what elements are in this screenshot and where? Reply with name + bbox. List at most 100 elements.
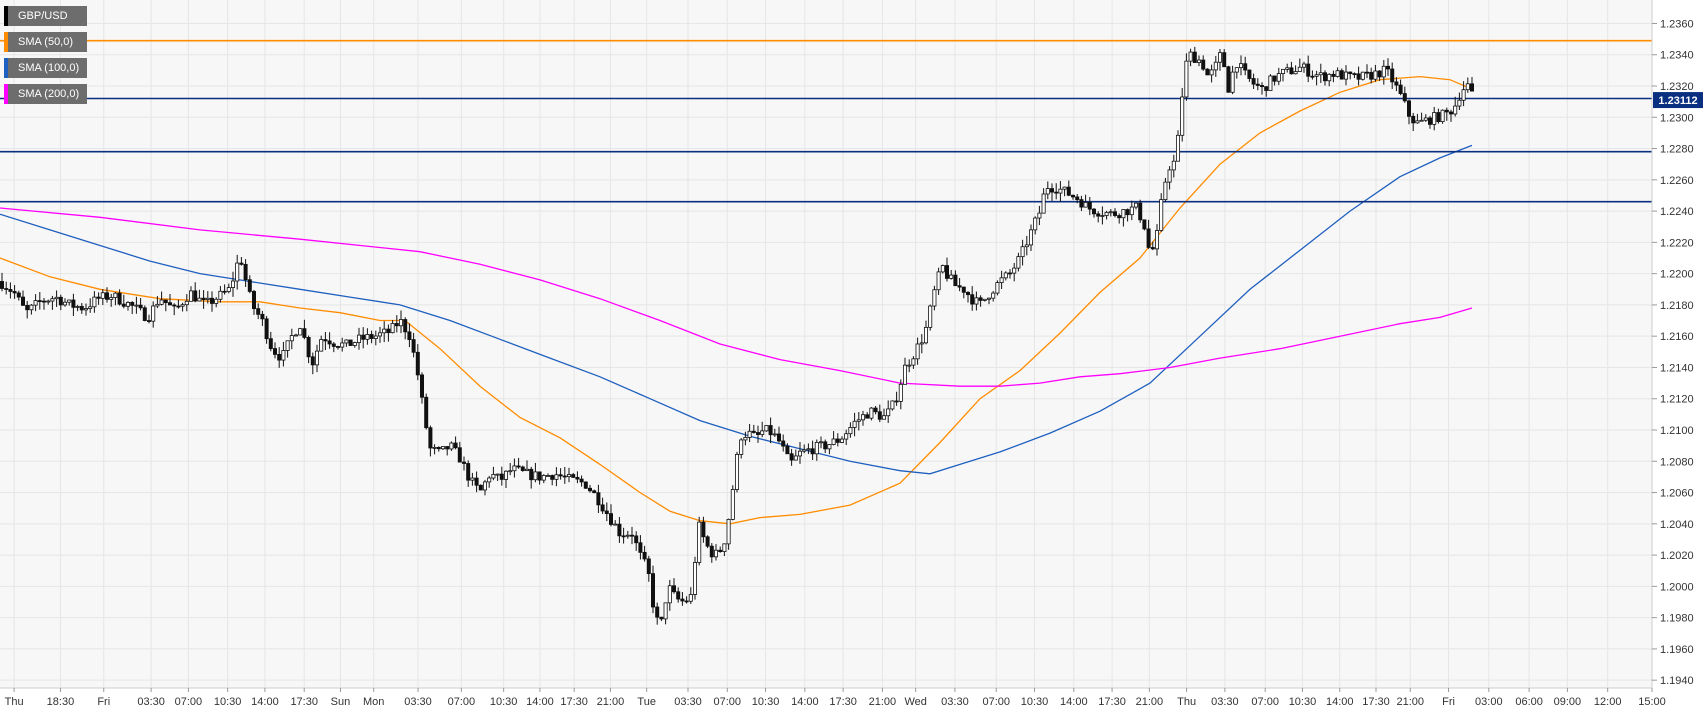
candle-body [785,445,790,455]
candle-body [260,313,265,320]
legend-item-instrument[interactable]: GBP/USD [4,6,88,26]
candle [1457,92,1462,111]
candle [1092,208,1097,218]
candle-body [96,296,101,299]
candle [546,473,551,477]
candle-body [1314,74,1319,77]
candle-body [1108,211,1113,214]
y-tick-label: 1.2000 [1660,581,1694,593]
candle-body [25,304,30,311]
candle-body [75,306,80,308]
candle [1377,70,1382,81]
candle-body [478,484,483,491]
candle [1180,87,1185,142]
x-tick-label: 17:30 [1098,696,1126,708]
candle-body [898,383,903,402]
x-tick-label: Tue [637,696,656,708]
candle-body [1411,115,1416,124]
candle-body [1033,217,1038,231]
candle-body [138,304,143,309]
candle-body [537,471,542,481]
candle-body [235,262,240,282]
candle [46,299,51,305]
candle [1260,82,1265,95]
candle [537,471,542,485]
x-tick-label: 03:30 [941,696,969,708]
candle [100,289,105,305]
candle [1323,70,1328,86]
candle-body [1134,202,1139,208]
candle-body [1234,67,1239,73]
candle [331,341,336,353]
candle [852,412,857,437]
candle [193,282,198,303]
candle [516,457,521,469]
candle [890,400,895,411]
candle [0,272,4,292]
legend-item-sma50[interactable]: SMA (50,0) [4,32,88,52]
candle [583,481,588,490]
y-axis-ticks: 1.2360 1.2340 1.2320 1.2300 1.2280 1.2260 1.22… [1652,18,1694,687]
candle-body [302,328,307,338]
candle-body [844,433,849,440]
candle-body [1352,73,1357,76]
candle-body [67,299,72,303]
candle [251,289,256,315]
x-tick-label: Sun [331,696,351,708]
y-tick-label: 1.2340 [1660,50,1694,62]
candle [1050,183,1055,201]
candle-body [142,307,147,321]
x-tick-label: 18:30 [47,696,75,708]
candle [113,292,118,306]
legend-item-sma100[interactable]: SMA (100,0) [4,58,88,78]
candle-body [558,474,563,477]
candle-body [659,616,664,620]
candle [117,289,122,306]
candle-body [756,432,761,435]
candle-body [726,518,731,545]
candle [596,484,601,514]
candle [642,545,647,562]
candle [781,434,786,452]
candle [970,286,975,311]
candle [1218,49,1223,71]
candle [840,436,845,444]
candle-body [1440,109,1445,123]
candle [567,467,572,483]
candle [1113,208,1118,218]
candle-body [155,303,160,307]
candle [8,282,13,299]
candle-body [134,304,139,307]
candle [810,440,815,460]
candle [285,340,290,358]
candle-body [890,400,895,410]
candle [155,296,160,309]
candle [1150,241,1155,251]
candle-body [306,337,311,358]
candle-body [718,549,723,553]
candle [1398,79,1403,96]
candle [92,291,97,313]
legend-item-sma200[interactable]: SMA (200,0) [4,84,88,104]
candle [1201,55,1206,71]
candle [382,321,387,343]
candle [957,277,962,292]
candle-body [419,374,424,398]
candle [579,475,584,487]
candle-body [335,346,340,348]
candle-body [672,585,677,593]
candle-body [1453,105,1458,115]
candle [445,446,450,456]
candle [550,474,555,486]
legend-label-sma100: SMA (100,0) [18,62,80,74]
x-tick-label: 21:00 [869,696,897,708]
candle-body [663,602,668,620]
candle-body [1163,181,1168,201]
candle-body [33,300,38,306]
candle-body [882,415,887,420]
horizontal-levels [0,39,1652,203]
candle-body [777,433,782,442]
candle-body [1205,68,1210,76]
candle-body [1222,52,1227,68]
candle [432,444,437,455]
